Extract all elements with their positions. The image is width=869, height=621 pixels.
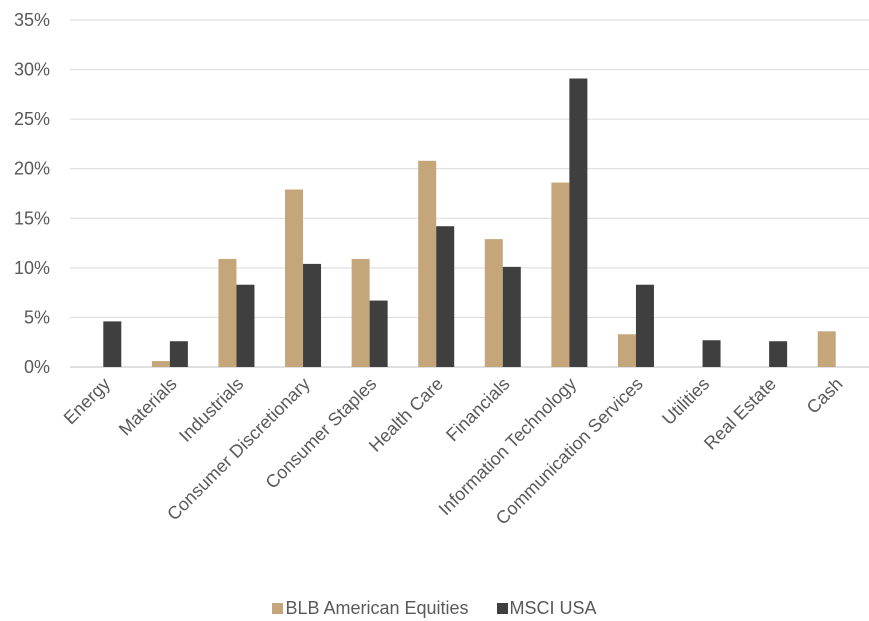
y-tick-label: 10%: [14, 258, 50, 278]
legend-label-msci: MSCI USA: [509, 598, 597, 618]
x-category-label: Materials: [115, 374, 181, 440]
legend-label-blb: BLB American Equities: [285, 598, 469, 618]
bar-msci: [635, 284, 654, 367]
bar-msci: [169, 341, 188, 367]
legend-item-blb: BLB American Equities: [272, 598, 469, 619]
legend: BLB American Equities MSCI USA: [0, 598, 869, 619]
bar-blb: [151, 361, 170, 367]
x-category-label: Energy: [60, 374, 114, 428]
legend-swatch-msci: [496, 603, 508, 614]
bar-blb: [218, 258, 237, 367]
bar-msci: [436, 226, 455, 367]
bar-msci: [769, 341, 788, 367]
y-tick-label: 15%: [14, 208, 50, 228]
bar-msci: [369, 300, 388, 367]
y-tick-label: 5%: [24, 307, 50, 327]
bar-blb: [617, 334, 636, 367]
bar-blb: [418, 160, 437, 367]
x-category-label: Real Estate: [700, 374, 780, 454]
bar-blb: [817, 331, 836, 367]
y-tick-label: 20%: [14, 159, 50, 179]
bars: [103, 78, 836, 367]
x-category-label: Utilities: [658, 374, 713, 429]
y-tick-label: 35%: [14, 10, 50, 30]
bar-msci: [236, 284, 255, 367]
x-category-label: Consumer Staples: [262, 374, 381, 493]
bar-blb: [551, 182, 570, 367]
bar-msci: [702, 340, 721, 367]
bar-msci: [502, 266, 521, 367]
bar-blb: [351, 258, 370, 367]
legend-item-msci: MSCI USA: [496, 598, 597, 619]
legend-swatch-blb: [272, 603, 284, 614]
x-category-label: Information Technology: [435, 374, 581, 520]
gridlines: [70, 19, 869, 368]
bar-msci: [103, 321, 122, 367]
x-category-label: Industrials: [175, 374, 247, 446]
y-tick-label: 0%: [24, 357, 50, 377]
x-category-label: Cash: [803, 374, 847, 418]
y-tick-label: 30%: [14, 60, 50, 80]
bar-msci: [569, 78, 588, 367]
y-tick-label: 25%: [14, 109, 50, 129]
bar-blb: [285, 189, 304, 367]
y-axis-tick-labels: 0% 5% 10% 15% 20% 25% 30% 35%: [14, 10, 50, 377]
x-category-label: Financials: [442, 374, 513, 445]
bar-blb: [484, 239, 503, 367]
bar-msci: [303, 263, 322, 367]
